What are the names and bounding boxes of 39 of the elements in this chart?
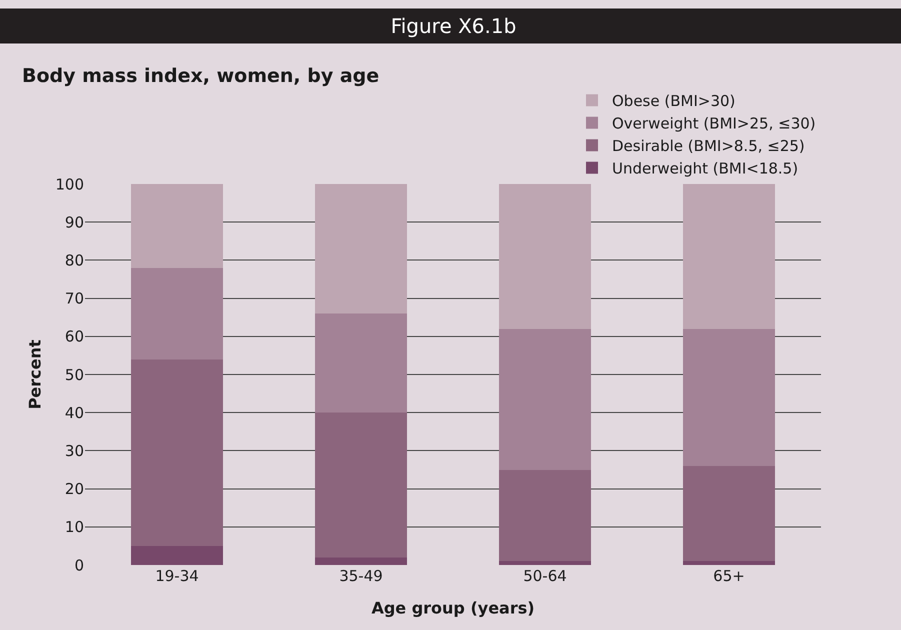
chart-title: Figure X6.1b (390, 14, 516, 38)
bar (315, 412, 407, 558)
bar (315, 557, 407, 565)
x-tick-label: 50-64 (523, 567, 567, 585)
y-axis-title: Percent (25, 339, 44, 410)
legend-label: Obese (BMI>30) (612, 92, 736, 110)
bar (499, 184, 591, 329)
bar (315, 314, 407, 413)
x-tick-label: 35-49 (339, 567, 383, 585)
bar (499, 561, 591, 565)
bar (131, 268, 223, 360)
y-tick-label: 50 (64, 366, 84, 384)
bar (131, 359, 223, 546)
bar (131, 184, 223, 268)
x-tick-label: 19-34 (155, 567, 199, 585)
bar (315, 184, 407, 314)
x-tick-label: 65+ (713, 567, 745, 585)
y-tick-label: 10 (64, 518, 84, 536)
legend-label: Desirable (BMI>8.5, ≤25) (612, 137, 805, 156)
bar (499, 328, 591, 470)
y-tick-label: 20 (64, 480, 84, 498)
bar (683, 561, 775, 565)
legend-label: Underweight (BMI<18.5) (612, 160, 798, 178)
bar (499, 470, 591, 562)
bar (683, 328, 775, 466)
y-tick-label: 90 (64, 213, 84, 232)
legend-label: Overweight (BMI>25, ≤30) (612, 114, 816, 133)
x-axis-title: Age group (years) (371, 598, 535, 618)
y-tick-label: 30 (64, 442, 84, 460)
chart-subtitle: Body mass index, women, by age (22, 65, 380, 87)
y-tick-label: 70 (64, 290, 84, 308)
y-tick-label: 100 (55, 175, 84, 194)
bar (131, 546, 223, 565)
y-tick-label: 40 (64, 404, 84, 422)
y-tick-label: 0 (74, 556, 84, 574)
bar (683, 466, 775, 562)
bar (683, 184, 775, 329)
y-tick-label: 60 (64, 328, 84, 346)
y-tick-label: 80 (64, 251, 84, 270)
